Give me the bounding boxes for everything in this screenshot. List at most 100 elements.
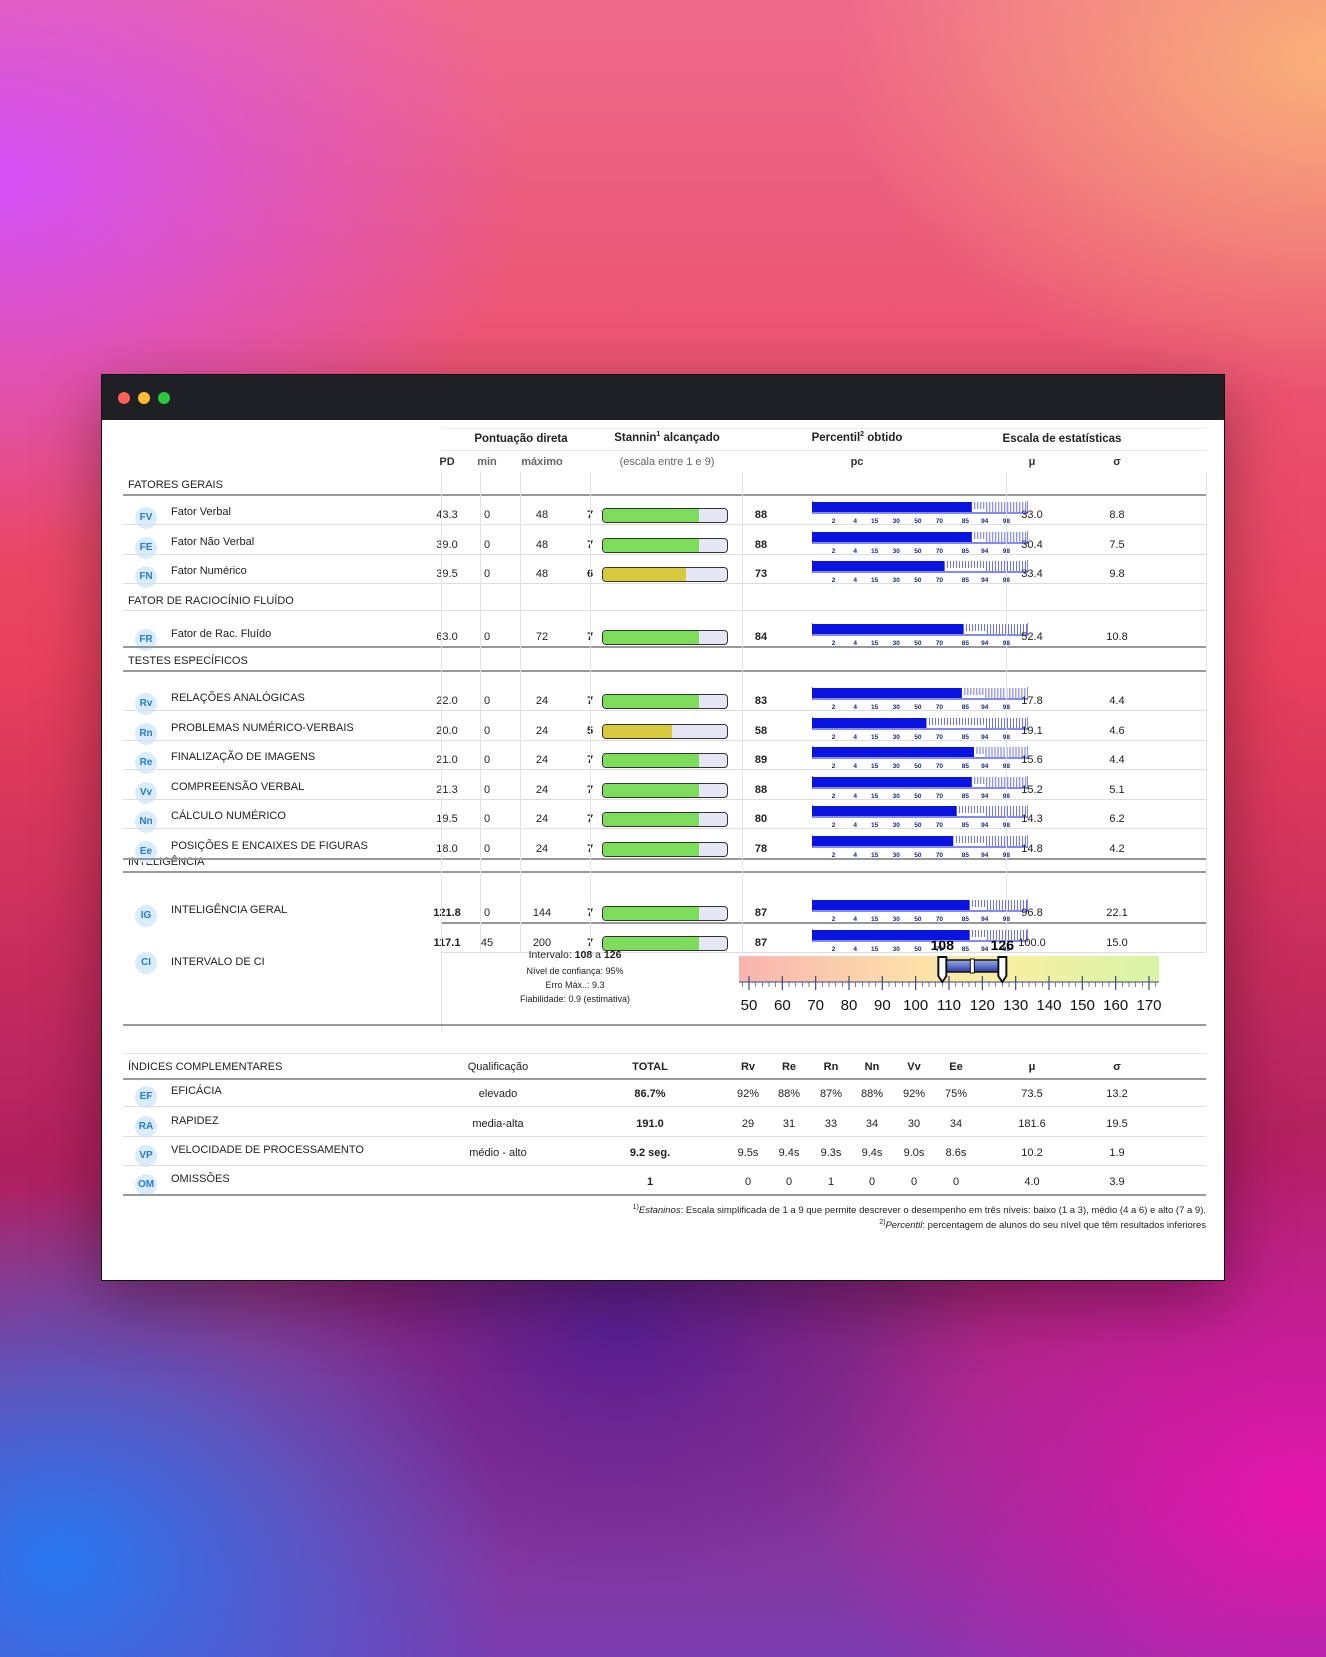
percentile-tick-label: 2: [832, 822, 836, 829]
divider: [123, 1136, 1206, 1137]
cell-mu: 33.4: [1021, 568, 1043, 580]
cell-min: 0: [483, 843, 491, 855]
close-window-button[interactable]: [118, 392, 130, 404]
percentile-value: 83: [754, 695, 768, 707]
stanine-fill: [603, 754, 700, 767]
percentile-tick-label: 15: [871, 577, 879, 584]
cell-mu: 14.3: [1021, 813, 1043, 825]
divider: [123, 769, 1206, 770]
footnote-2-sup: 2): [879, 1219, 886, 1226]
badge-fn: FN: [135, 566, 157, 588]
ci-tick-label: 80: [841, 997, 858, 1014]
percentile-bar: 2415305070859498: [812, 501, 1028, 527]
maximize-window-button[interactable]: [158, 392, 170, 404]
percentile-tick-label: 30: [893, 577, 901, 584]
cell-max: 24: [535, 725, 549, 737]
divider: [123, 1053, 1206, 1054]
cell-min: 0: [483, 568, 491, 580]
cell-pd: 21.0: [436, 754, 458, 766]
header-pontuacao: Pontuação direta: [474, 433, 568, 445]
cell-sigma: 6.2: [1109, 813, 1125, 825]
percentile-tick-label: 2: [832, 577, 836, 584]
comp-subtest-value: 34: [865, 1118, 879, 1130]
header-stan-sub: (escala entre 1 e 9): [619, 456, 715, 468]
cell-min: 45: [480, 937, 494, 949]
percentile-tick-label: 85: [962, 704, 970, 711]
comp-header: Qualificação: [467, 1061, 529, 1073]
percentile-tick-label: 50: [914, 518, 922, 525]
comp-subtest-value: 92%: [736, 1088, 760, 1100]
divider: [441, 922, 1206, 924]
cell-sigma: 22.1: [1106, 907, 1128, 919]
percentile-fill: [812, 532, 972, 542]
cell-min: 0: [483, 754, 491, 766]
comp-header: Ee: [949, 1061, 963, 1073]
ci-scale-chart: 50 60 70 80 90 100 110 120 130 140 150 160 170 108 126: [739, 937, 1162, 1014]
badge-re: Re: [135, 752, 157, 774]
ci-tick-label: 50: [741, 997, 758, 1014]
comp-subtest-value: 88%: [777, 1088, 801, 1100]
ci-tick-label: 70: [807, 997, 824, 1014]
header-min: min: [477, 456, 497, 468]
comp-subtest-value: 9.4s: [778, 1147, 800, 1159]
percentile-tick-label: 94: [981, 734, 989, 741]
ci-confidence: Nível de confiança: 95%: [526, 966, 624, 976]
comp-sigma: 3.9: [1109, 1176, 1125, 1188]
percentile-tick-label: 70: [936, 548, 944, 555]
stanine-fill: [603, 907, 700, 920]
row-label: Fator Numérico: [171, 565, 247, 577]
footnote-1-sup: 1): [632, 1204, 639, 1211]
row-label: PROBLEMAS NUMÉRICO-VERBAIS: [171, 722, 354, 734]
report-content: Pontuação direta Stannin1 alcançado Perc…: [102, 420, 1224, 1281]
comp-subtest-value: 92%: [902, 1088, 926, 1100]
cell-max: 48: [535, 539, 549, 551]
percentile-value: 87: [754, 937, 768, 949]
divider: [123, 1078, 1206, 1080]
comp-header: TOTAL: [632, 1061, 668, 1073]
badge-vp: VP: [135, 1145, 157, 1167]
header-stannin-text: Stannin: [614, 431, 657, 444]
percentile-tick-label: 70: [936, 704, 944, 711]
percentile-svg: 2415305070859498: [812, 929, 1028, 953]
stanine-bar: [602, 724, 728, 739]
percentile-tick-label: 2: [832, 640, 836, 647]
percentile-svg: 2415305070859498: [812, 501, 1028, 525]
percentile-tick-label: 4: [853, 946, 857, 953]
row-label: Fator Não Verbal: [171, 536, 255, 548]
row-label: POSIÇÕES E ENCAIXES DE FIGURAS: [171, 840, 368, 852]
column-separator: [480, 472, 481, 952]
percentile-tick-label: 70: [936, 763, 944, 770]
percentile-tick-label: 2: [832, 793, 836, 800]
stanine-bar: [602, 753, 728, 768]
percentile-value: 88: [754, 784, 768, 796]
header-pc: pc: [850, 456, 864, 468]
comp-sigma: 1.9: [1109, 1147, 1125, 1159]
cell-mu: 17.8: [1021, 695, 1043, 707]
percentile-tick-label: 15: [871, 704, 879, 711]
percentile-value: 88: [754, 539, 768, 551]
percentile-tick-label: 30: [893, 734, 901, 741]
percentile-tick-label: 50: [914, 852, 922, 859]
minimize-window-button[interactable]: [138, 392, 150, 404]
cell-max: 24: [535, 843, 549, 855]
percentile-tick-label: 85: [962, 946, 970, 953]
cell-max: 24: [535, 813, 549, 825]
percentile-tick-label: 70: [936, 640, 944, 647]
stanine-bar: [602, 694, 728, 709]
cell-pd: 18.0: [436, 843, 458, 855]
percentile-tick-label: 94: [981, 640, 989, 647]
cell-sigma: 4.4: [1109, 695, 1125, 707]
cell-mu: 30.4: [1021, 539, 1043, 551]
percentile-tick-label: 50: [914, 916, 922, 923]
percentile-tick-label: 85: [962, 852, 970, 859]
comp-total: 191.0: [636, 1118, 664, 1130]
cell-sigma: 4.4: [1109, 754, 1125, 766]
percentile-tick-label: 94: [981, 916, 989, 923]
divider: [123, 740, 1206, 741]
badge-om: OM: [135, 1174, 157, 1196]
cell-min: 0: [483, 725, 491, 737]
cell-max: 200: [532, 937, 552, 949]
header-escala: Escala de estatísticas: [1002, 433, 1122, 445]
comp-sigma: 19.5: [1106, 1118, 1128, 1130]
percentile-tick-label: 4: [853, 518, 857, 525]
